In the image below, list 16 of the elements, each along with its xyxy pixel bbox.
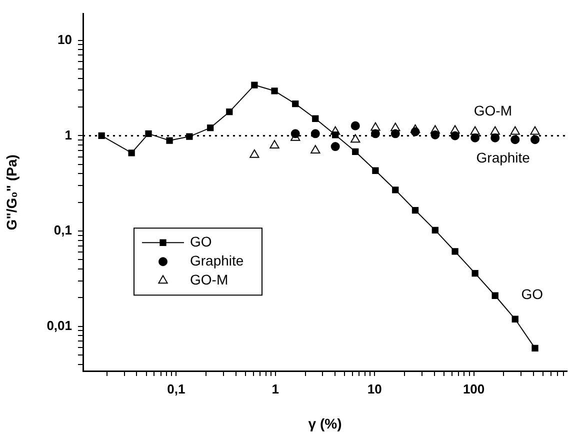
x-tick-label: 100 [462,381,485,396]
x-tick-label: 10 [367,381,382,396]
annotation: Graphite [476,149,530,166]
y-tick-label: 10 [58,32,72,47]
legend-label: GO-M [190,271,228,288]
legend-label: Graphite [190,252,244,268]
x-tick-label: 1 [272,381,280,396]
x-tick-label: 0,1 [167,381,186,396]
y-tick-label: 1 [64,127,72,142]
x-axis-title: γ (%) [308,415,342,432]
legend-label: GO [190,233,212,250]
y-tick-label: 0,01 [46,318,72,333]
annotation: GO [521,286,544,302]
annotation: GO-M [474,102,512,119]
y-tick-label: 0,1 [54,222,72,238]
y-axis-title: G"/G₀" (Pa) [3,154,20,230]
